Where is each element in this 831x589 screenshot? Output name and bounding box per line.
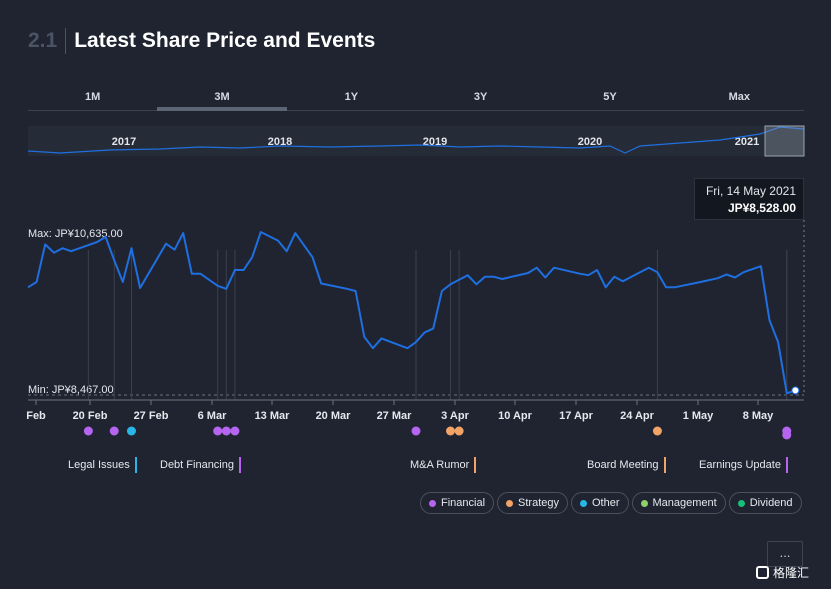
event-marker: [126, 426, 136, 436]
legend-label: Other: [592, 497, 620, 509]
tab-3m[interactable]: 3M: [157, 88, 287, 111]
x-tick-label: 3 Apr: [441, 410, 469, 422]
tooltip-price: JP¥8,528.00: [727, 201, 796, 215]
legend-label: Strategy: [518, 497, 559, 509]
tab-1m[interactable]: 1M: [85, 91, 101, 103]
section-header: 2.1 Latest Share Price and Events: [28, 28, 375, 54]
event-category-earnings-update[interactable]: Earnings Update: [699, 457, 788, 474]
event-category-label: Board Meeting: [587, 459, 659, 471]
management-dot-icon: [640, 499, 648, 507]
x-tick-label: 24 Apr: [620, 410, 655, 422]
dividend-dot-icon: [737, 499, 745, 507]
section-divider: [65, 28, 67, 54]
event-category-board-meeting[interactable]: Board Meeting: [587, 457, 666, 474]
navigator-year-label: 2017: [112, 136, 136, 148]
x-tick-label: Feb: [26, 410, 46, 422]
x-tick-label: 20 Mar: [316, 410, 352, 422]
event-category-marker: [239, 457, 241, 474]
legend-label: Dividend: [749, 497, 793, 509]
strategy-dot-icon: [506, 499, 514, 507]
event-marker: [411, 426, 421, 436]
event-category-label: Debt Financing: [160, 459, 234, 471]
event-marker: [213, 426, 223, 436]
legend-other[interactable]: Other: [571, 492, 629, 514]
x-tick-label: 10 Apr: [498, 410, 533, 422]
navigator-history-line: [27, 126, 805, 154]
event-category-label: Earnings Update: [699, 459, 781, 471]
navigator-year-label: 2021: [735, 136, 759, 148]
price-tooltip: Fri, 14 May 2021 JP¥8,528.00: [694, 178, 804, 220]
event-marker: [782, 430, 792, 440]
legend-financial[interactable]: Financial: [420, 492, 495, 514]
navigator-selection-window: [764, 125, 805, 157]
last-price-point: [791, 386, 800, 395]
section-number: 2.1: [28, 29, 58, 52]
event-category-marker: [663, 457, 666, 474]
x-tick-label: 27 Mar: [377, 410, 413, 422]
x-tick-label: 8 May: [743, 410, 774, 422]
other-dot-icon: [580, 499, 587, 507]
financial-dot-icon: [429, 499, 436, 507]
navigator-year-label: 2020: [578, 136, 602, 148]
period-tabs: 1M 3M 1Y 3Y 5Y Max: [28, 88, 804, 111]
tab-1y[interactable]: 1Y: [344, 91, 359, 103]
legend-label: Financial: [441, 497, 486, 509]
x-tick-label: 27 Feb: [134, 410, 169, 422]
x-tick-label: 6 Mar: [198, 410, 227, 422]
event-marker: [221, 426, 231, 436]
event-category-debt-financing[interactable]: Debt Financing: [160, 457, 241, 474]
event-category-ma-rumor[interactable]: M&A Rumor: [410, 457, 477, 474]
watermark-text: 格隆汇: [773, 566, 810, 580]
navigator-background: [28, 126, 804, 156]
event-category-marker: [134, 457, 137, 474]
legend-strategy[interactable]: Strategy: [497, 492, 568, 514]
event-marker: [230, 426, 240, 436]
tooltip-date: Fri, 14 May 2021: [705, 184, 796, 198]
navigator-year-label: 2018: [268, 136, 292, 148]
event-marker: [454, 426, 464, 436]
tab-3y[interactable]: 3Y: [473, 91, 488, 103]
event-marker: [445, 426, 455, 436]
event-category-marker: [474, 457, 477, 474]
legend-label: Management: [652, 497, 717, 509]
legend-dividend[interactable]: Dividend: [728, 492, 802, 514]
tab-max[interactable]: Max: [728, 91, 750, 103]
min-label: Min: JP¥8,467.00: [28, 384, 114, 396]
watermark: 格隆汇: [756, 564, 809, 581]
legend-management[interactable]: Management: [631, 492, 726, 514]
event-legend: Financial Strategy Other Management Divi…: [420, 492, 805, 514]
x-tick-label: 1 May: [683, 410, 714, 422]
more-button[interactable]: ...: [767, 541, 803, 567]
x-tick-label: 17 Apr: [559, 410, 594, 422]
watermark-logo-icon: [756, 566, 769, 579]
event-marker: [109, 426, 119, 436]
event-category-legal-issues[interactable]: Legal Issues: [68, 457, 137, 474]
event-category-label: M&A Rumor: [410, 459, 470, 471]
price-line: [27, 231, 796, 395]
event-category-marker: [785, 457, 788, 474]
event-marker: [83, 426, 93, 436]
tab-5y[interactable]: 5Y: [603, 91, 617, 103]
event-category-label: Legal Issues: [68, 459, 130, 471]
event-marker: [652, 426, 662, 436]
x-tick-label: 20 Feb: [73, 410, 108, 422]
section-title: Latest Share Price and Events: [74, 29, 376, 52]
max-label: Max: JP¥10,635.00: [28, 228, 123, 240]
x-tick-label: 13 Mar: [255, 410, 291, 422]
